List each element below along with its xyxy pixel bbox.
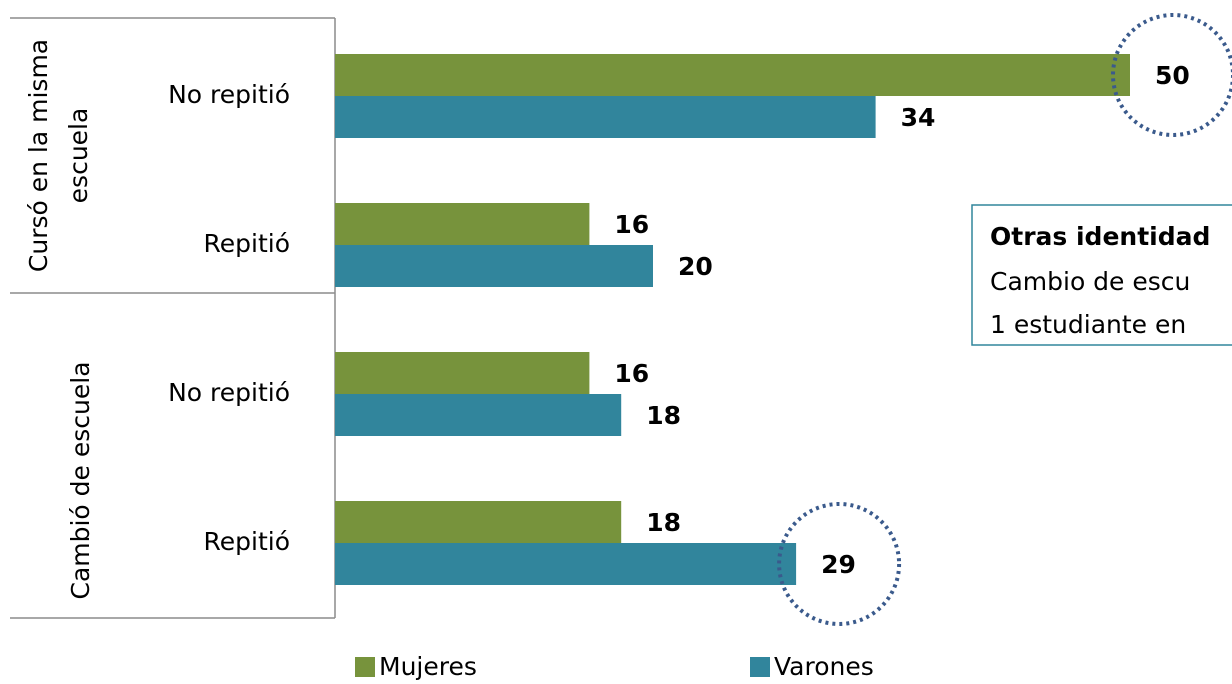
bar [335,352,590,394]
data-label: 16 [614,359,649,388]
legend-label: Mujeres [379,652,477,681]
category-label: Repitió [204,229,291,258]
group-label: escuela [64,108,93,204]
bar [335,543,797,585]
legend-swatch [355,657,375,677]
bar [335,203,590,245]
data-label: 20 [678,252,713,281]
data-label: 18 [646,401,681,430]
highlight-circle [777,502,902,626]
category-label: Repitió [204,527,291,556]
bar [335,54,1130,96]
bar [335,394,622,436]
group-label: Cambió de escuela [66,361,95,599]
bar [335,501,622,543]
data-label: 29 [821,550,856,579]
legend-swatch [750,657,770,677]
group-label: Cursó en la misma [24,39,53,272]
note-line: Cambio de escu [990,267,1190,296]
category-label: No repitió [168,378,290,407]
highlight-circle [1111,13,1232,137]
note-title: Otras identidad [990,222,1210,251]
data-label: 50 [1155,61,1190,90]
data-label: 18 [646,508,681,537]
category-label: No repitió [168,80,290,109]
note-box [971,204,1232,346]
data-label: 16 [614,210,649,239]
note-line: 1 estudiante en [990,310,1186,339]
bar [335,245,653,287]
legend-label: Varones [774,652,874,681]
data-label: 34 [901,103,936,132]
bar [335,96,876,138]
